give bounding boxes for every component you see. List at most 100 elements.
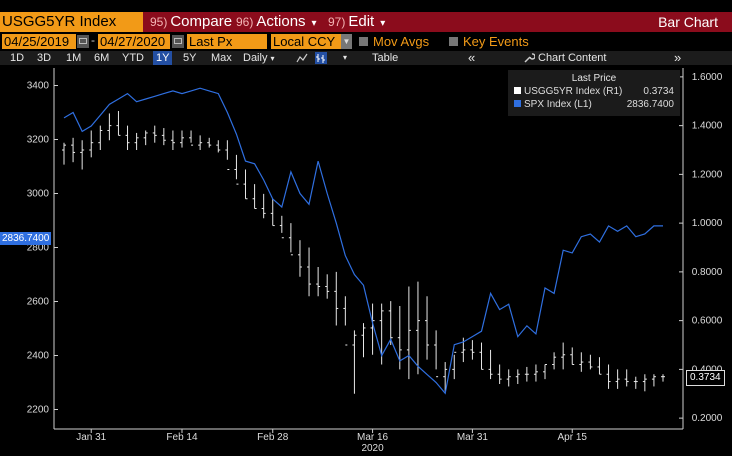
usgg5yr-bar — [497, 364, 502, 384]
collapse-right-icon[interactable]: » — [674, 50, 682, 65]
edit-menu-label: Edit — [348, 13, 375, 30]
line-style-icon[interactable] — [296, 52, 308, 64]
compare-menu[interactable]: 95) Compare — [150, 12, 232, 32]
chevron-down-icon[interactable]: ▾ — [343, 53, 348, 62]
usgg5yr-bar — [125, 125, 130, 150]
spx-series — [63, 87, 663, 395]
usgg5yr-bar — [216, 140, 221, 153]
table-button[interactable]: Table — [372, 52, 399, 64]
usgg5yr-bar — [297, 240, 302, 277]
x-axis-tick-label: Feb 14 — [166, 432, 198, 443]
usgg5yr-bar — [543, 364, 548, 380]
key-events-checkbox[interactable] — [449, 37, 458, 46]
calendar-icon[interactable] — [77, 35, 89, 48]
chevron-down-icon[interactable]: ▼ — [341, 34, 352, 49]
start-date-input[interactable]: 04/25/2019 — [2, 34, 76, 49]
usgg5yr-bar — [71, 137, 76, 163]
usgg5yr-bar — [388, 301, 393, 345]
collapse-left-icon[interactable]: « — [468, 50, 476, 65]
right-axis-tick-label: 1.4000 — [692, 121, 723, 132]
left-axis: 2200 2400 2600 2800 3000 3200 3400 — [27, 81, 58, 416]
field-select[interactable]: Last Px — [187, 34, 267, 49]
usgg5yr-bar — [225, 140, 230, 170]
actions-menu[interactable]: 96) Actions ▾ — [236, 12, 317, 32]
usgg5yr-bar — [89, 130, 94, 158]
usgg5yr-bar — [270, 198, 275, 227]
chart-content-button[interactable]: Chart Content — [538, 52, 607, 64]
usgg5yr-series — [62, 111, 665, 394]
usgg5yr-bar — [633, 376, 638, 389]
right-axis-tick-label: 0.6000 — [692, 316, 723, 327]
period-6m[interactable]: 6M — [94, 52, 110, 64]
mov-avgs-checkbox[interactable] — [359, 37, 368, 46]
period-1y[interactable]: 1Y — [153, 51, 173, 65]
usgg5yr-bar — [479, 342, 484, 370]
x-axis-tick-label: Mar 16 — [357, 432, 389, 443]
mov-avgs-label: Mov Avgs — [373, 34, 430, 49]
usgg5yr-bar — [207, 137, 212, 148]
legend-item-name: USGG5YR Index (R1) — [524, 86, 623, 97]
x-axis: Jan 31 Feb 14 Feb 28 Mar 16 Mar 31 Apr 15 2020 — [76, 429, 587, 454]
edit-menu[interactable]: 97) Edit ▾ — [328, 12, 385, 32]
spx-last-price-badge: 2836.7400 — [0, 232, 52, 245]
usgg5yr-bar — [189, 130, 194, 146]
period-3d[interactable]: 3D — [37, 52, 52, 64]
wrench-icon — [524, 53, 535, 63]
legend-swatch — [514, 100, 521, 107]
left-axis-tick-label: 3200 — [27, 135, 50, 146]
usgg5yr-bar — [198, 135, 203, 150]
period-1d[interactable]: 1D — [10, 52, 25, 64]
price-chart[interactable]: 2200 2400 2600 2800 3000 3200 3400 0.2000 0.400… — [0, 66, 732, 456]
usgg5yr-bar — [316, 267, 321, 297]
right-axis-tick-label: 1.6000 — [692, 72, 723, 83]
usgg5yr-bar — [624, 369, 629, 387]
usgg5yr-bar — [561, 342, 566, 370]
chart-legend: Last Price USGG5YR Index (R1) 0.3734 SPX… — [508, 70, 680, 116]
currency-select[interactable]: Local CCY — [271, 34, 341, 49]
right-axis-tick-label: 1.2000 — [692, 169, 723, 180]
chevron-down-icon: ▾ — [311, 18, 317, 29]
left-axis-tick-label: 2800 — [27, 243, 50, 254]
x-axis-tick-label: Apr 15 — [558, 432, 588, 443]
legend-heading: Last Price — [571, 73, 617, 84]
usgg5yr-bar — [597, 357, 602, 375]
period-ytd[interactable]: YTD — [122, 52, 144, 64]
usgg5yr-bar — [170, 130, 175, 150]
usgg5yr-bar — [425, 296, 430, 360]
actions-menu-label: Actions — [256, 13, 306, 30]
period-1m[interactable]: 1M — [66, 52, 82, 64]
usgg5yr-bar — [524, 366, 529, 382]
period-5y[interactable]: 5Y — [183, 52, 197, 64]
right-axis-tick-label: 0.2000 — [692, 413, 723, 424]
frequency-label: Daily — [243, 52, 268, 64]
usgg5yr-bar — [361, 323, 366, 358]
bar-style-icon[interactable] — [315, 52, 327, 64]
usgg5yr-bar — [288, 223, 293, 256]
actions-menu-number: 96) — [236, 15, 254, 29]
x-axis-tick-label: Mar 31 — [457, 432, 489, 443]
view-title: Bar Chart — [658, 14, 718, 30]
usgg5yr-bar — [107, 113, 112, 141]
usgg5yr-bar — [615, 369, 620, 389]
ticker-field[interactable]: USGG5YR Index — [0, 12, 143, 32]
compare-menu-number: 95) — [150, 15, 168, 29]
compare-menu-label: Compare — [170, 13, 233, 30]
right-axis-tick-label: 0.8000 — [692, 267, 723, 278]
usgg5yr-bar — [452, 351, 457, 380]
usgg5yr-bar — [152, 125, 157, 143]
toolbar — [0, 51, 732, 65]
usgg5yr-bar — [406, 286, 411, 380]
period-max[interactable]: Max — [211, 52, 232, 64]
chevron-down-icon: ▾ — [380, 18, 386, 29]
end-date-input[interactable]: 04/27/2020 — [98, 34, 170, 49]
usgg5yr-bar — [261, 193, 266, 219]
calendar-icon[interactable] — [172, 35, 184, 48]
legend-item-value: 0.3734 — [643, 86, 674, 97]
usgg5yr-bar — [234, 154, 239, 185]
frequency-select[interactable]: Daily ▾ — [243, 51, 275, 65]
key-events-label: Key Events — [463, 34, 529, 49]
x-axis-year-label: 2020 — [361, 443, 384, 454]
legend-item-name: SPX Index (L1) — [524, 99, 592, 110]
x-axis-tick-label: Jan 31 — [76, 432, 106, 443]
usgg5yr-bar — [343, 296, 348, 346]
